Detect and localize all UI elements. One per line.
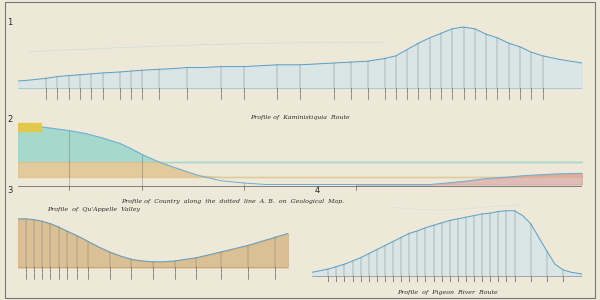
Text: Profile  of  Qu'Appelle  Valley: Profile of Qu'Appelle Valley: [47, 208, 140, 212]
Text: Profile  of  Pigeon  River  Route: Profile of Pigeon River Route: [397, 290, 497, 295]
Text: 2: 2: [7, 116, 13, 124]
Text: 3: 3: [7, 186, 13, 195]
Text: Profile of  Country  along  the  dotted  line  A. B.  on  Geological  Map.: Profile of Country along the dotted line…: [121, 200, 344, 205]
Text: 4: 4: [315, 186, 320, 195]
Text: Profile of  Kaministiquia  Route: Profile of Kaministiquia Route: [250, 115, 350, 120]
Text: 1: 1: [7, 18, 13, 27]
